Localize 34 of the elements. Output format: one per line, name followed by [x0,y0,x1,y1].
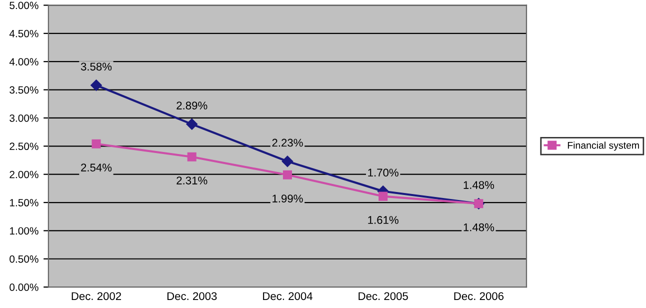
point [282,156,294,167]
y-tick-label: 4.50% [9,30,38,38]
y-tick-label: 3.50% [10,86,38,94]
data-label: 2.23% [272,138,303,147]
point [282,170,292,180]
data-label: 3.58% [80,62,112,71]
x-tick-label: Dec. 2004 [263,292,312,300]
data-label: 2.89% [176,102,208,110]
y-tick-label: 2.00% [10,170,38,178]
data-label: 2.54% [81,164,112,172]
point [187,152,196,162]
y-tick-label: 5.00% [10,2,38,10]
data-label: 1.48% [464,223,494,232]
x-tick-label: Dec. 2005 [358,292,408,300]
data-label: 1.61% [368,216,398,224]
legend-label: Financial system [568,142,639,151]
data-label: 2.31% [176,176,208,184]
point [90,80,102,91]
y-tick-label: 3.00% [10,114,38,122]
data-label: 1.99% [272,194,303,202]
y-tick-label: 0.50% [10,255,38,263]
x-tick-label: Dec. 2003 [167,292,217,300]
point [186,118,198,130]
x-tick-label: Dec. 2006 [454,292,504,300]
y-tick-label: 1.50% [10,199,38,206]
point [92,139,101,148]
point [378,192,388,201]
y-tick-label: 4.00% [9,58,38,66]
y-tick-label: 1.00% [10,227,38,235]
y-tick-label: 0.00% [10,284,38,291]
x-tick-label: Dec. 2002 [72,292,122,300]
data-label: 1.48% [464,181,494,189]
y-tick-label: 2.50% [10,142,38,150]
data-label: 1.70% [368,168,398,177]
